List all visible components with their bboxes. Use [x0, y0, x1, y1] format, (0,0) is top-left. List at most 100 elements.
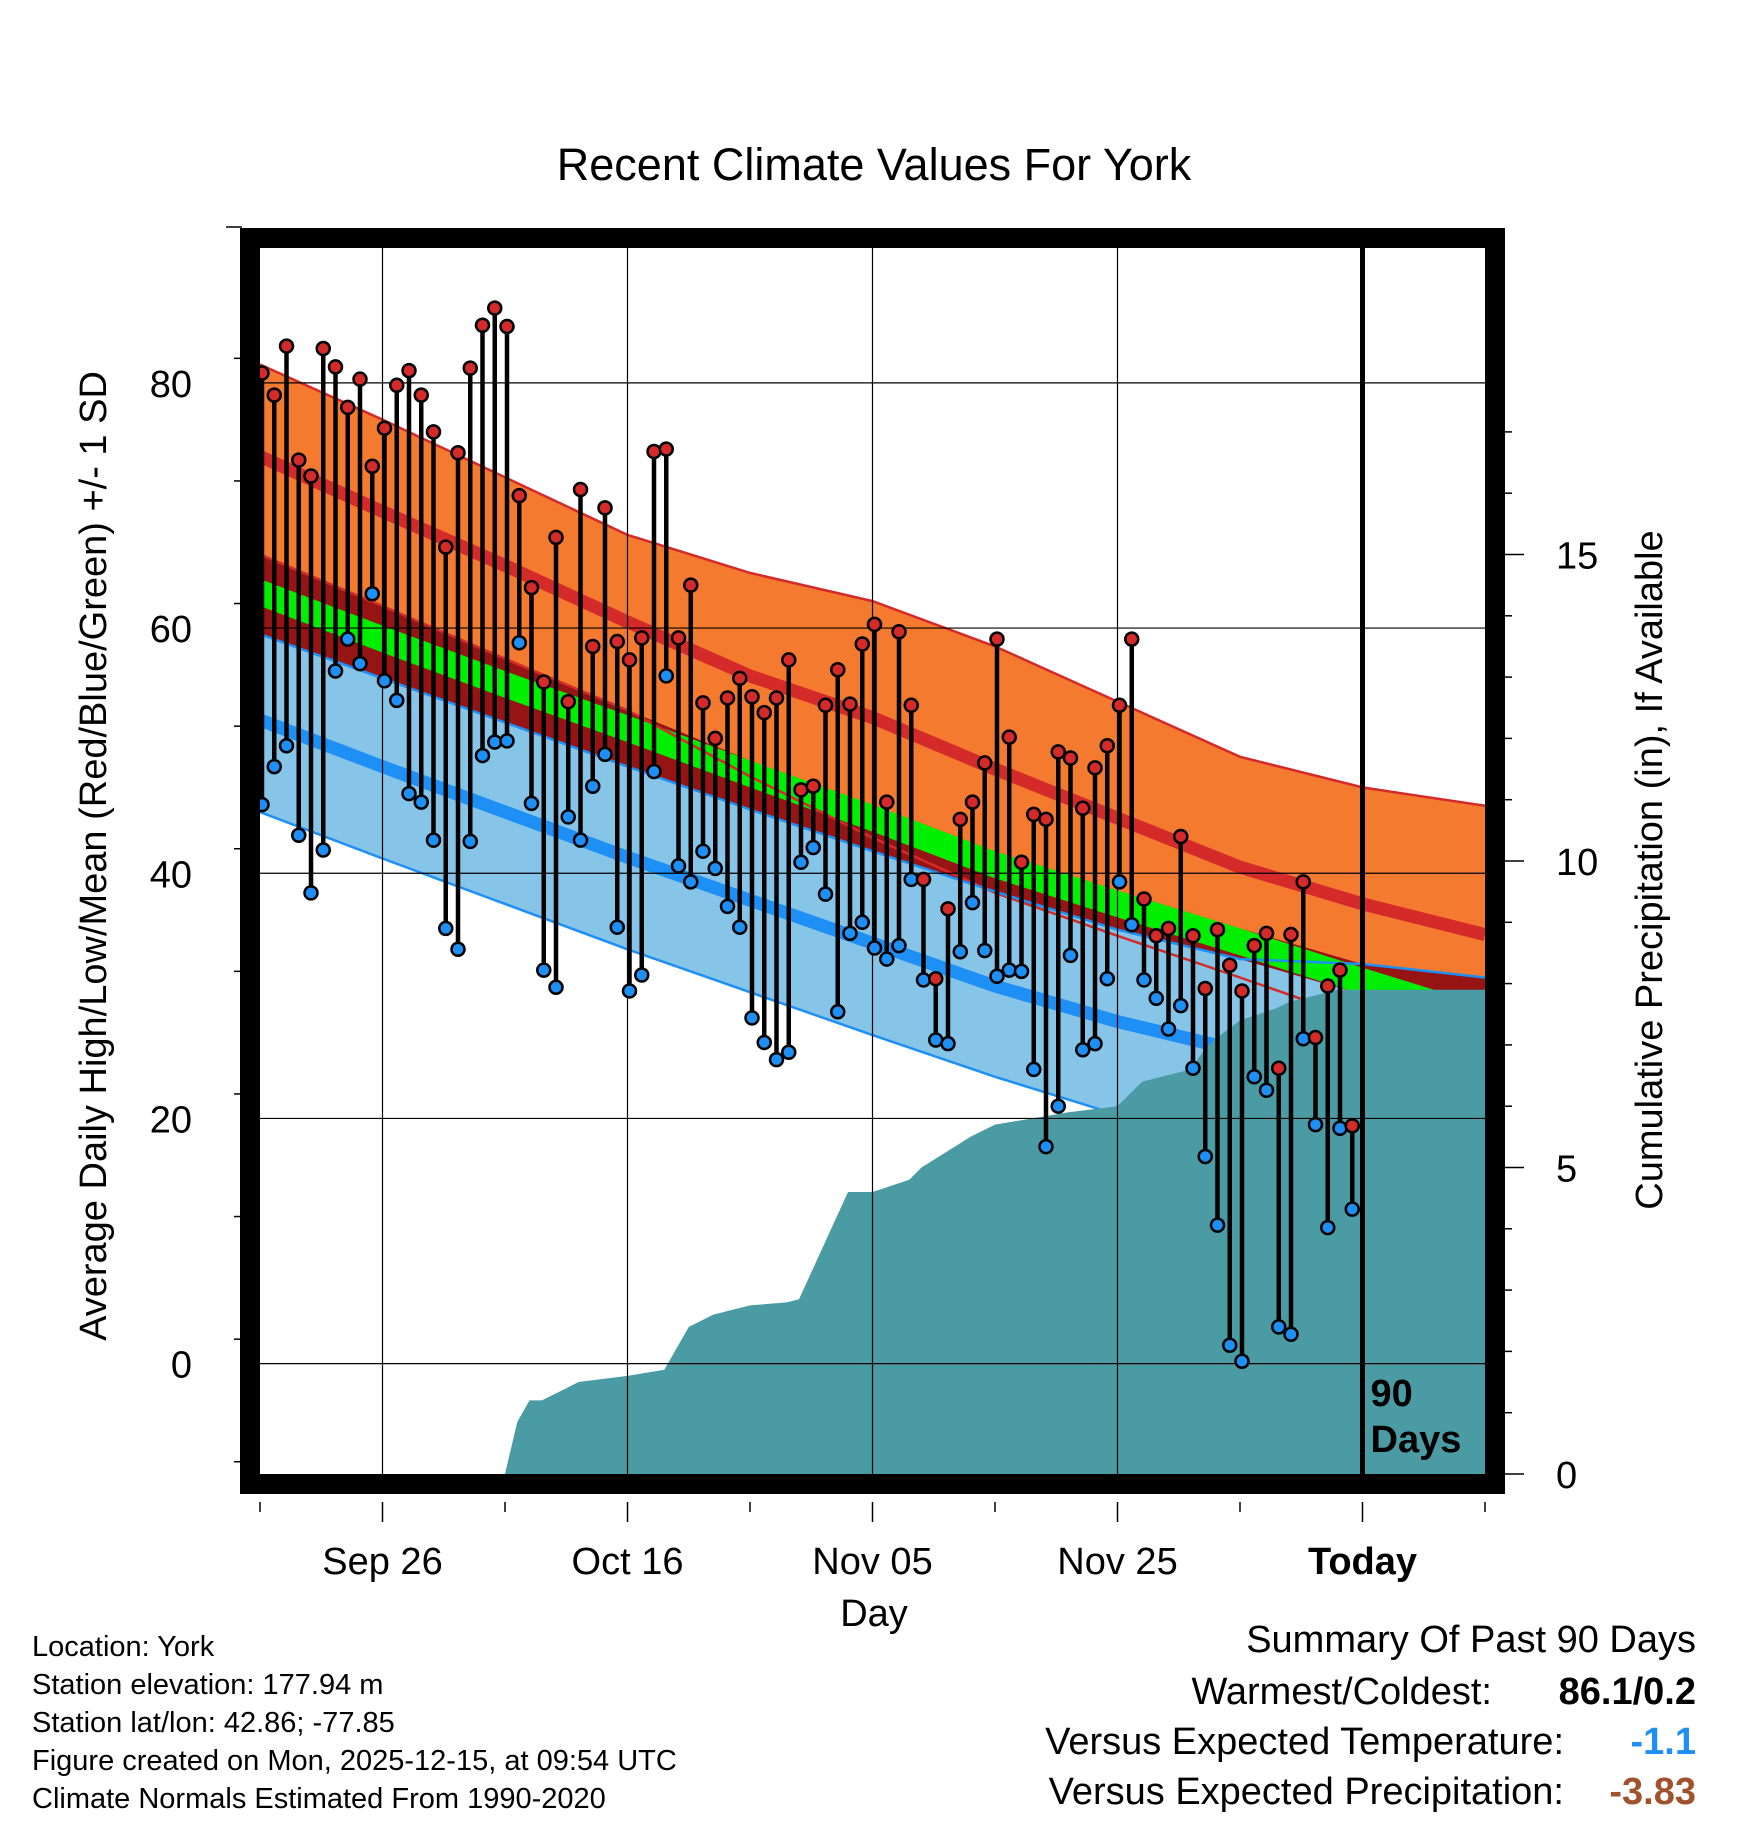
- daily-high-point: [340, 399, 356, 416]
- daily-low-point: [303, 885, 319, 901]
- daily-high-point: [487, 300, 503, 316]
- daily-low-point: [634, 967, 650, 983]
- daily-high-point: [1197, 980, 1213, 997]
- footer-location: Location: York: [32, 1631, 215, 1663]
- daily-high-point: [1295, 874, 1311, 890]
- daily-high-point: [781, 652, 797, 668]
- daily-high-point: [695, 695, 711, 711]
- y2-tick-label: 5: [1556, 1149, 1577, 1191]
- daily-high-point: [989, 631, 1005, 647]
- daily-low-point: [401, 785, 417, 802]
- daily-low-point: [670, 858, 687, 874]
- daily-high-point: [1320, 978, 1336, 994]
- x-tick-label: Sep 26: [322, 1541, 442, 1583]
- daily-low-point: [1099, 970, 1115, 987]
- daily-low-point: [523, 795, 540, 812]
- daily-high-point: [977, 755, 993, 771]
- daily-low-point: [1111, 874, 1128, 890]
- footer-elevation: Station elevation: 177.94 m: [32, 1669, 383, 1701]
- daily-low-point: [915, 972, 932, 988]
- daily-high-point: [707, 730, 723, 747]
- daily-high-point: [940, 901, 956, 917]
- daily-low-point: [340, 631, 356, 647]
- x-tick-label: Oct 16: [572, 1541, 684, 1583]
- daily-low-point: [1013, 963, 1030, 980]
- daily-low-point: [621, 983, 638, 999]
- x-axis-label: Day: [840, 1593, 908, 1635]
- daily-high-point: [683, 577, 699, 593]
- daily-high-point: [719, 690, 736, 706]
- daily-low-point: [830, 1004, 846, 1020]
- y2-tick-label: 0: [1556, 1455, 1577, 1497]
- daily-low-point: [462, 833, 478, 850]
- y-tick-label: 40: [150, 854, 192, 896]
- daily-low-point: [1026, 1061, 1042, 1078]
- daily-high-point: [1283, 926, 1299, 943]
- daily-high-point: [768, 690, 785, 706]
- daily-low-point: [879, 951, 895, 967]
- daily-low-point: [536, 962, 552, 978]
- daily-high-point: [413, 387, 429, 403]
- daily-high-point: [646, 443, 662, 460]
- daily-high-point: [756, 704, 772, 721]
- daily-high-point: [903, 697, 919, 714]
- summary-temp-label: Versus Expected Temperature:: [1045, 1721, 1564, 1763]
- daily-low-point: [1001, 962, 1017, 978]
- daily-high-point: [609, 633, 625, 650]
- daily-high-point: [1185, 928, 1201, 944]
- daily-low-point: [683, 874, 699, 890]
- daily-low-point: [1136, 972, 1152, 988]
- daily-high-point: [1038, 811, 1054, 828]
- daily-low-point: [732, 919, 748, 935]
- daily-low-point: [1283, 1326, 1299, 1342]
- summary-precip-label: Versus Expected Precipitation:: [1049, 1771, 1564, 1813]
- daily-high-point: [1099, 738, 1115, 754]
- summary-warm-cold-value: 86.1/0.2: [1559, 1671, 1696, 1713]
- daily-low-point: [474, 747, 491, 764]
- plot-frame: [240, 228, 1505, 1494]
- daily-low-point: [793, 854, 809, 870]
- y-tick-label: 20: [150, 1099, 192, 1141]
- daily-high-point: [536, 674, 552, 690]
- y2-axis: 0 5 10 15: [1503, 431, 1598, 1497]
- daily-low-point: [376, 673, 393, 689]
- daily-high-point: [1234, 983, 1250, 999]
- daily-low-point: [805, 839, 821, 856]
- daily-high-point: [964, 794, 981, 810]
- daily-low-point: [989, 968, 1005, 984]
- daily-low-point: [744, 1010, 760, 1026]
- daily-high-point: [866, 616, 883, 633]
- daily-low-point: [1222, 1337, 1238, 1354]
- footer-created: Figure created on Mon, 2025-12-15, at 09…: [32, 1745, 677, 1777]
- y-tick-label: 80: [150, 364, 192, 406]
- daily-high-point: [278, 338, 295, 354]
- daily-high-point: [1148, 928, 1164, 944]
- daily-high-point: [928, 970, 944, 987]
- daily-high-point: [327, 359, 344, 375]
- daily-high-point: [376, 420, 393, 436]
- chart-title: Recent Climate Values For York: [557, 139, 1192, 190]
- daily-high-point: [915, 871, 932, 888]
- daily-high-point: [805, 778, 821, 794]
- daily-low-point: [1185, 1060, 1201, 1076]
- daily-low-point: [260, 796, 270, 813]
- daily-low-point: [1050, 1098, 1066, 1114]
- daily-high-point: [560, 693, 576, 710]
- daily-high-point: [364, 458, 380, 474]
- daily-low-point: [291, 827, 307, 844]
- summary-heading: Summary Of Past 90 Days: [1246, 1619, 1696, 1661]
- daily-low-point: [1295, 1031, 1311, 1047]
- daily-high-point: [1258, 925, 1275, 942]
- daily-high-point: [1222, 957, 1238, 973]
- y2-axis-label: Cumulative Precipitation (in), If Availa…: [1629, 530, 1671, 1209]
- daily-low-point: [817, 886, 834, 902]
- daily-low-point: [940, 1035, 956, 1052]
- daily-low-point: [511, 635, 527, 651]
- footer-latlon: Station lat/lon: 42.86; -77.85: [32, 1707, 395, 1739]
- daily-low-point: [1258, 1082, 1275, 1099]
- daily-high-point: [830, 661, 846, 678]
- daily-low-point: [450, 941, 466, 958]
- daily-low-point: [646, 763, 662, 780]
- daily-low-point: [278, 738, 295, 754]
